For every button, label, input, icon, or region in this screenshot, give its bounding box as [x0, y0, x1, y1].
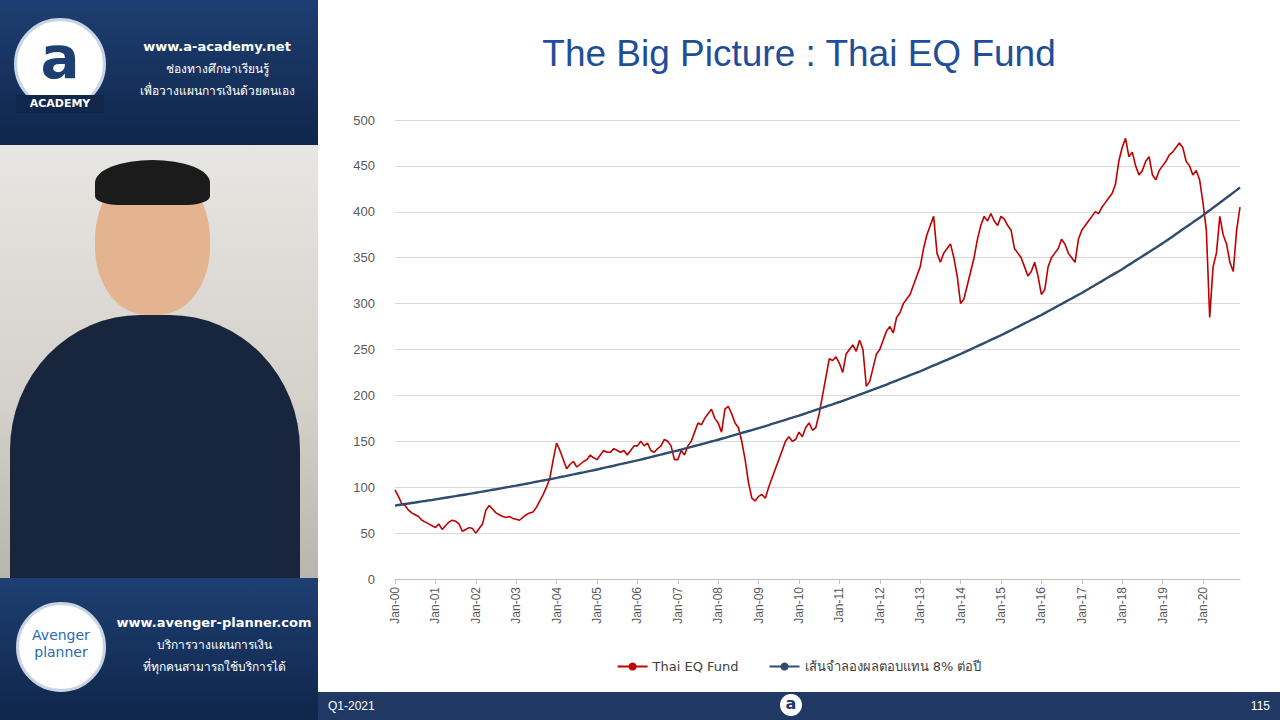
html-text:www.avenger-planner.com: www.avenger-planner.com	[116, 615, 312, 630]
svg-text:100: 100	[353, 480, 375, 495]
html-text:ที่ทุกคนสามารถใช้บริการได้: ที่ทุกคนสามารถใช้บริการได้	[142, 660, 286, 674]
svg-text:Jan-19: Jan-19	[1156, 587, 1170, 624]
svg-text:Jan-13: Jan-13	[913, 587, 927, 624]
html-text:บริการวางแผนการเงิน: บริการวางแผนการเงิน	[156, 638, 272, 652]
svg-text:Jan-05: Jan-05	[590, 587, 604, 624]
svg-text:500: 500	[353, 113, 375, 128]
svg-text:Thai EQ Fund: Thai EQ Fund	[652, 659, 739, 674]
svg-text:Jan-16: Jan-16	[1034, 587, 1048, 624]
svg-text:Jan-14: Jan-14	[954, 587, 968, 624]
svg-text:Jan-00: Jan-00	[388, 587, 402, 624]
svg-text:Jan-01: Jan-01	[428, 587, 442, 624]
svg-text:Jan-18: Jan-18	[1115, 587, 1129, 624]
svg-text:300: 300	[353, 296, 375, 311]
svg-text:150: 150	[353, 434, 375, 449]
html-text:Q1-2021: Q1-2021	[328, 699, 375, 713]
svg-text:250: 250	[353, 342, 375, 357]
html-text:a: a	[40, 24, 80, 92]
html-text:www.a-academy.net: www.a-academy.net	[143, 39, 291, 54]
svg-text:เส้นจำลองผลตอบแทน 8% ต่อปี: เส้นจำลองผลตอบแทน 8% ต่อปี	[805, 659, 982, 674]
svg-text:Jan-10: Jan-10	[792, 587, 806, 624]
svg-text:Jan-11: Jan-11	[832, 587, 846, 623]
svg-text:200: 200	[353, 388, 375, 403]
html-text:ACADEMY: ACADEMY	[29, 97, 91, 110]
svg-text:400: 400	[353, 204, 375, 219]
svg-text:Jan-17: Jan-17	[1075, 587, 1089, 624]
svg-text:Jan-09: Jan-09	[752, 587, 766, 624]
html-text:115: 115	[1250, 699, 1270, 713]
svg-text:0: 0	[368, 572, 375, 587]
svg-text:Jan-12: Jan-12	[873, 587, 887, 624]
html-text:ช่องทางศึกษาเรียนรู้: ช่องทางศึกษาเรียนรู้	[165, 62, 269, 76]
svg-text:Jan-02: Jan-02	[469, 587, 483, 624]
svg-text:450: 450	[353, 158, 375, 173]
svg-text:Jan-07: Jan-07	[671, 587, 685, 624]
svg-text:50: 50	[361, 526, 375, 541]
svg-text:Jan-06: Jan-06	[630, 587, 644, 624]
svg-text:Jan-03: Jan-03	[509, 587, 523, 624]
svg-text:The Big Picture : Thai EQ Fund: The Big Picture : Thai EQ Fund	[542, 33, 1055, 74]
html-text:a: a	[785, 694, 797, 713]
html-text:Avenger: Avenger	[32, 627, 90, 643]
html-text:เพื่อวางแผนการเงินด้วยตนเอง: เพื่อวางแผนการเงินด้วยตนเอง	[139, 84, 295, 98]
html-text:planner: planner	[34, 644, 88, 660]
svg-text:Jan-08: Jan-08	[711, 587, 725, 624]
svg-text:350: 350	[353, 250, 375, 265]
svg-text:Jan-20: Jan-20	[1196, 587, 1210, 624]
svg-text:Jan-15: Jan-15	[994, 587, 1008, 624]
svg-text:Jan-04: Jan-04	[550, 587, 564, 624]
